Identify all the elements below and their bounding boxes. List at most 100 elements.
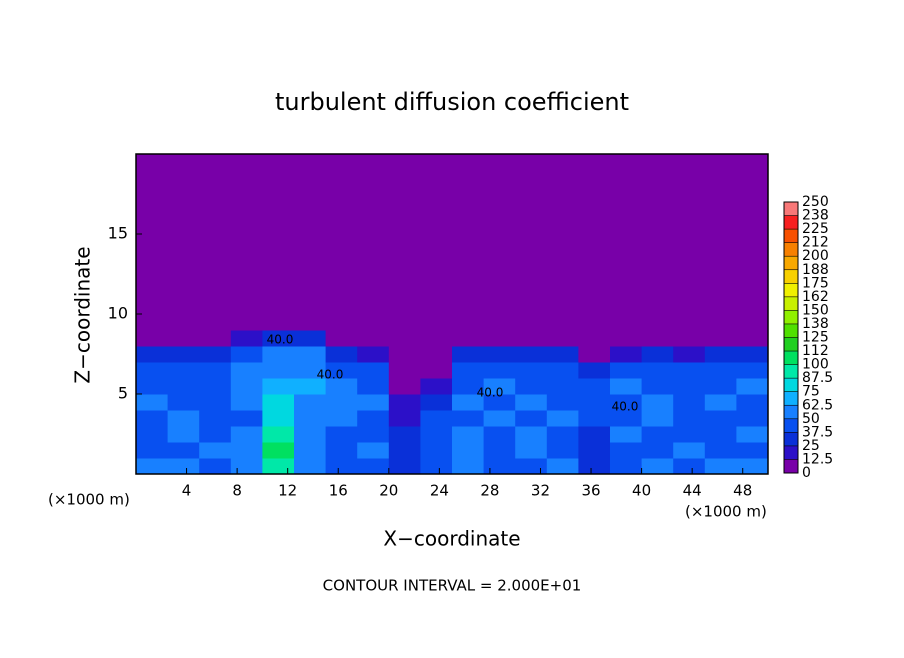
heatmap-cell <box>262 426 295 443</box>
x-tick-label: 24 <box>430 482 449 500</box>
heatmap-cell <box>199 378 232 395</box>
colorbar-label: 125 <box>802 330 829 346</box>
heatmap-cell <box>578 362 611 379</box>
y-tick-label: 5 <box>118 384 128 403</box>
colorbar-label: 112 <box>802 343 829 359</box>
heatmap-cell <box>610 330 643 347</box>
contour-label: 40.0 <box>317 368 344 382</box>
heatmap-cell <box>736 458 769 475</box>
heatmap-cell <box>167 458 200 475</box>
x-tick-label: 8 <box>232 482 242 500</box>
heatmap-cell <box>515 426 548 443</box>
colorbar-segment <box>784 432 798 446</box>
heatmap-cell <box>388 330 421 347</box>
heatmap-cell <box>483 426 516 443</box>
y-tick-label: 10 <box>108 304 128 323</box>
colorbar-label: 212 <box>802 235 829 251</box>
heatmap-cell <box>641 426 674 443</box>
heatmap-cell <box>294 362 327 379</box>
heatmap-cell <box>388 394 421 411</box>
heatmap-cell <box>452 426 485 443</box>
heatmap-cell <box>262 458 295 475</box>
heatmap-cell <box>736 410 769 427</box>
heatmap-cell <box>420 410 453 427</box>
colorbar-segment <box>784 215 798 230</box>
heatmap-cell <box>610 426 643 443</box>
colorbar-segment <box>784 229 798 243</box>
heatmap-cell <box>673 330 706 347</box>
heatmap-cell <box>325 410 358 427</box>
heatmap-cell <box>578 330 611 347</box>
heatmap-cell <box>294 458 327 475</box>
heatmap-cell <box>325 154 358 331</box>
heatmap-cell <box>610 410 643 427</box>
heatmap-cell <box>704 394 737 411</box>
heatmap-cell <box>673 426 706 443</box>
x-tick-label: 44 <box>683 482 702 500</box>
heatmap-cell <box>294 394 327 411</box>
colorbar-segment <box>784 283 798 297</box>
heatmap-cell <box>452 346 485 363</box>
heatmap-cell <box>736 346 769 363</box>
colorbar-label: 100 <box>802 357 829 373</box>
colorbar-segment <box>784 323 798 338</box>
heatmap-cell <box>357 426 390 443</box>
heatmap-cell <box>388 154 421 331</box>
contour-label: 40.0 <box>477 386 504 400</box>
colorbar-segment <box>784 405 798 419</box>
x-unit-label: (×1000 m) <box>685 503 767 521</box>
heatmap-cell <box>357 410 390 427</box>
contour-label: 40.0 <box>612 400 639 414</box>
heatmap-cell <box>167 378 200 395</box>
heatmap-cell <box>673 442 706 459</box>
heatmap-cell <box>167 410 200 427</box>
heatmap-cell <box>546 394 579 411</box>
heatmap-cell <box>388 410 421 427</box>
heatmap-cell <box>515 410 548 427</box>
heatmap-cell <box>483 458 516 475</box>
heatmap-cell <box>420 378 453 395</box>
heatmap-cell <box>578 458 611 475</box>
heatmap-cell <box>388 362 421 379</box>
heatmap-cell <box>199 458 232 475</box>
heatmap-cell <box>262 330 295 347</box>
heatmap-cell <box>641 458 674 475</box>
heatmap-cell <box>294 330 327 347</box>
heatmap-cell <box>325 394 358 411</box>
heatmap-cell <box>388 458 421 475</box>
heatmap-cell <box>610 378 643 395</box>
heatmap-cell <box>136 426 169 443</box>
x-tick-label: 16 <box>329 482 348 500</box>
heatmap-cell <box>515 394 548 411</box>
heatmap-cell <box>641 346 674 363</box>
heatmap-cell <box>325 426 358 443</box>
contour-label: 40.0 <box>267 333 294 347</box>
heatmap-cell <box>673 362 706 379</box>
heatmap-cell <box>736 362 769 379</box>
heatmap-cell <box>452 394 485 411</box>
heatmap-cell <box>483 410 516 427</box>
heatmap-cell <box>230 362 263 379</box>
heatmap-cell <box>483 330 516 347</box>
heatmap-cell <box>136 394 169 411</box>
heatmap-cell <box>546 154 579 331</box>
heatmap-cell <box>641 330 674 347</box>
heatmap-cell <box>325 346 358 363</box>
heatmap-cell <box>262 346 295 363</box>
heatmap-cell <box>167 394 200 411</box>
heatmap-cell <box>230 394 263 411</box>
heatmap-cell <box>325 378 358 395</box>
heatmap-cell <box>357 458 390 475</box>
y-tick-label: 15 <box>108 224 128 243</box>
heatmap-cell <box>420 330 453 347</box>
heatmap-cell <box>357 330 390 347</box>
heatmap-cell <box>704 346 737 363</box>
colorbar-label: 225 <box>802 221 829 237</box>
x-tick-label: 40 <box>632 482 651 500</box>
heatmap-cell <box>673 410 706 427</box>
heatmap-cell <box>262 410 295 427</box>
colorbar-segment <box>784 202 798 216</box>
heatmap-cell <box>420 346 453 363</box>
heatmap-cell <box>483 442 516 459</box>
